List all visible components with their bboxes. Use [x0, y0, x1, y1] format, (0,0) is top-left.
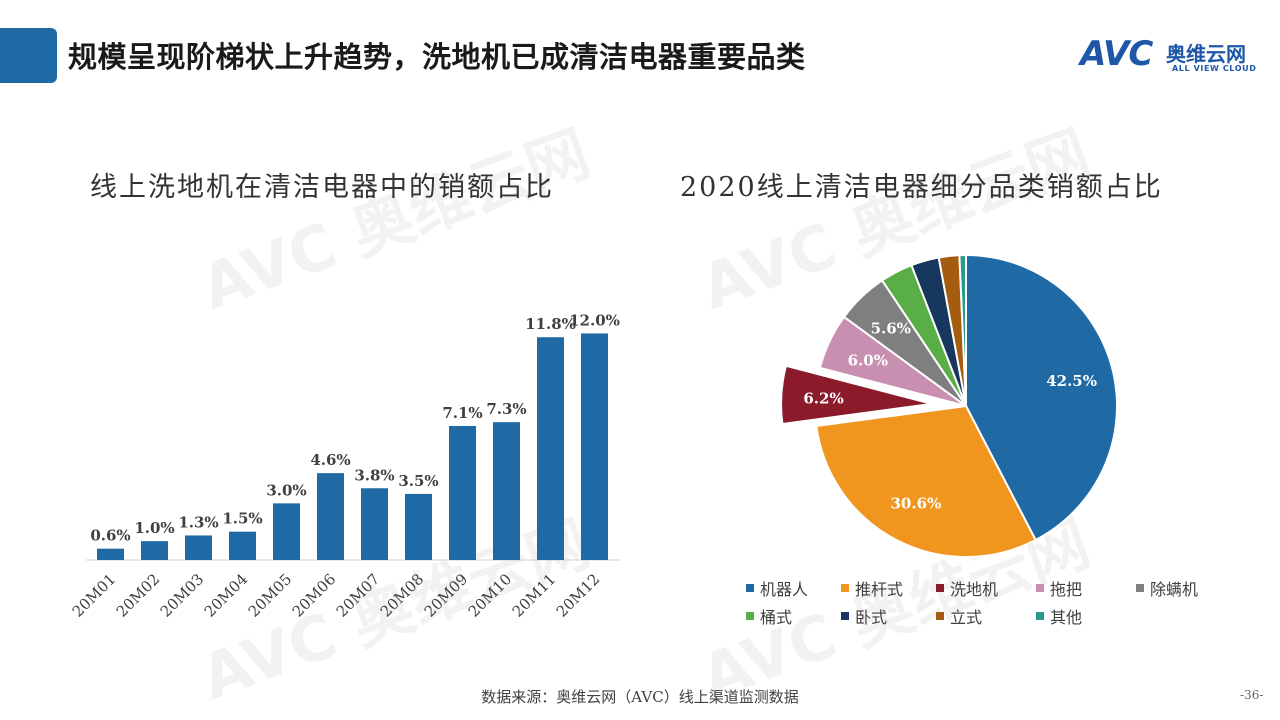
bar: [317, 473, 344, 560]
logo-chinese-name: 奥维云网: [1166, 42, 1246, 66]
bar: [273, 503, 300, 560]
legend-label: 拖把: [1050, 580, 1083, 599]
bar-value-label: 1.5%: [222, 510, 262, 528]
legend-item: 机器人: [746, 576, 808, 600]
legend-item: 推杆式: [841, 576, 903, 600]
pie-slice-label: 6.2%: [803, 389, 843, 407]
legend-item: 除螨机: [1136, 576, 1198, 600]
legend-swatch: [841, 584, 849, 592]
data-source-note: 数据来源：奥维云网（AVC）线上渠道监测数据: [481, 688, 799, 706]
logo-mark: AVC: [1080, 34, 1153, 74]
legend-item: 立式: [936, 604, 982, 628]
bar: [449, 425, 476, 560]
legend-label: 推杆式: [855, 580, 904, 599]
bar-value-label: 3.5%: [398, 472, 438, 490]
bar-value-label: 3.8%: [354, 466, 394, 484]
bar-value-label: 1.0%: [134, 519, 174, 537]
legend-label: 除螨机: [1150, 580, 1199, 599]
bar-value-label: 4.6%: [310, 451, 350, 469]
legend-item: 其他: [1036, 604, 1082, 628]
legend-item: 卧式: [841, 604, 887, 628]
pie-slice: [780, 364, 933, 426]
bar-value-label: 7.3%: [486, 400, 526, 418]
bar: [581, 333, 608, 560]
avc-logo: AVC 奥维云网 ALL VIEW CLOUD: [1080, 34, 1270, 78]
legend-label: 洗地机: [950, 580, 999, 599]
legend-swatch: [1036, 612, 1044, 620]
legend-label: 机器人: [760, 580, 809, 599]
legend-swatch: [936, 612, 944, 620]
bar-value-label: 12.0%: [569, 311, 620, 329]
legend-swatch: [746, 612, 754, 620]
pie-chart-title: 2020线上清洁电器细分品类销额占比: [680, 172, 1163, 203]
pie-slice-label: 6.0%: [848, 351, 888, 369]
bar: [361, 488, 388, 560]
legend-item: 桶式: [746, 604, 792, 628]
bar-value-label: 1.3%: [178, 513, 218, 531]
pie-slice-label: 30.6%: [890, 494, 941, 512]
legend-swatch: [1036, 584, 1044, 592]
legend-label: 卧式: [855, 608, 888, 627]
bar: [141, 541, 168, 560]
legend-swatch: [841, 612, 849, 620]
pie-slice-label: 5.6%: [871, 320, 911, 338]
page-title: 规模呈现阶梯状上升趋势，洗地机已成清洁电器重要品类: [68, 40, 806, 74]
legend-item: 拖把: [1036, 576, 1082, 600]
pie-slice: [815, 404, 1037, 558]
page-number: -36-: [1240, 688, 1264, 702]
legend-label: 立式: [950, 608, 983, 627]
legend-swatch: [746, 584, 754, 592]
bar: [97, 548, 124, 560]
bar-value-label: 3.0%: [266, 481, 306, 499]
legend-item: 洗地机: [936, 576, 998, 600]
legend-swatch: [936, 584, 944, 592]
title-accent-block: [0, 28, 57, 83]
pie-slice-label: 42.5%: [1046, 372, 1097, 390]
bar: [185, 535, 212, 560]
logo-english-name: ALL VIEW CLOUD: [1172, 64, 1257, 73]
bar: [537, 337, 564, 560]
bar-value-label: 0.6%: [90, 527, 130, 545]
bar-value-label: 7.1%: [442, 404, 482, 422]
legend-swatch: [1136, 584, 1144, 592]
bar: [405, 493, 432, 560]
legend-label: 桶式: [760, 608, 793, 627]
pie-slice: [965, 253, 1118, 542]
bar: [493, 422, 520, 560]
legend-label: 其他: [1050, 608, 1083, 627]
pie-slice: [958, 253, 967, 407]
bar-chart-title: 线上洗地机在清洁电器中的销额占比: [90, 172, 554, 203]
bar: [229, 531, 256, 560]
bar-value-label: 11.8%: [525, 315, 576, 333]
